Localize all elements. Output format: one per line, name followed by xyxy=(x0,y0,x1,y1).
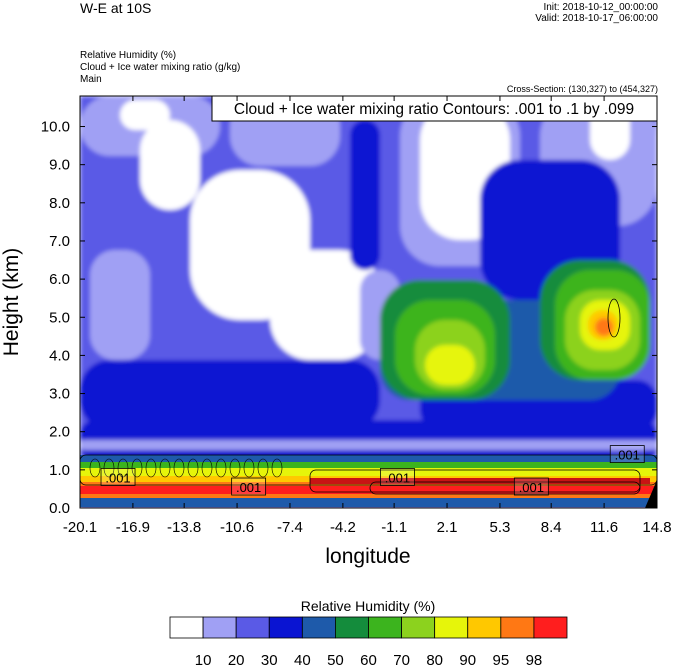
x-tick-label: -1.1 xyxy=(381,519,407,536)
colorbar-swatch xyxy=(368,616,402,639)
colorbar-level-label: 90 xyxy=(459,652,476,667)
colorbar-swatch xyxy=(533,616,568,639)
field-label-cloud-ice: Cloud + Ice water mixing ratio (g/kg) xyxy=(80,62,241,73)
colorbar-swatch xyxy=(268,616,303,639)
colorbar-swatch xyxy=(401,616,436,639)
y-tick-label: 0.0 xyxy=(49,500,70,517)
colorbar-swatch xyxy=(434,616,469,639)
contour-label-2: .001 xyxy=(380,468,415,486)
colorbar-swatch xyxy=(301,616,336,639)
x-tick-label: 2.1 xyxy=(437,519,458,536)
contour-label-text: .001 xyxy=(385,470,410,485)
contour-label-3: .001 xyxy=(513,477,549,496)
plot-title: W-E at 10S xyxy=(80,0,152,16)
colorbar-swatch xyxy=(335,616,369,639)
colorbar-swatch xyxy=(202,616,237,639)
colorbar-level-label: 20 xyxy=(228,652,245,667)
y-tick-label: 1.0 xyxy=(49,462,70,479)
colorbar-title: Relative Humidity (%) xyxy=(301,598,436,614)
x-tick-label: 8.4 xyxy=(541,519,562,536)
colorbar-level-label: 60 xyxy=(360,652,377,667)
x-tick-label: 14.8 xyxy=(642,519,671,536)
humidity-field xyxy=(80,96,657,508)
colorbar-level-label: 98 xyxy=(526,652,543,667)
contour-label-1: .001 xyxy=(231,477,267,496)
init-time: Init: 2018-10-12_00:00:00 xyxy=(543,2,658,13)
colorbar-level-label: 10 xyxy=(195,652,212,667)
cloud-contours: .001 .001 .001 .001 .001 xyxy=(80,298,657,496)
valid-time: Valid: 2018-10-17_06:00:00 xyxy=(535,13,658,24)
y-tick-label: 5.0 xyxy=(49,309,70,326)
contour-label-text: .001 xyxy=(236,480,261,495)
contour-title-box: Cloud + Ice water mixing ratio Contours:… xyxy=(211,95,658,122)
x-tick-label: 11.6 xyxy=(590,519,618,536)
y-tick-label: 3.0 xyxy=(49,386,70,403)
x-tick-label: -20.1 xyxy=(63,519,97,536)
x-tick-label: -10.6 xyxy=(220,519,254,536)
y-tick-label: 6.0 xyxy=(49,271,70,288)
y-tick-label: 9.0 xyxy=(49,157,70,174)
field-label-rh: Relative Humidity (%) xyxy=(80,50,177,61)
colorbar-swatch xyxy=(467,616,502,639)
y-tick-label: 4.0 xyxy=(49,347,70,364)
colorbar-swatch xyxy=(235,616,270,639)
contour-label-text: .001 xyxy=(105,470,130,485)
y-axis: 0.0 1.0 2.0 3.0 4.0 5.0 6.0 7.0 8.0 9.0 10.0 xyxy=(41,119,657,517)
colorbar-level-label: 80 xyxy=(426,652,443,667)
x-axis-label: longitude xyxy=(325,545,410,568)
cross-section-label: Cross-Section: (130,327) to (454,327) xyxy=(506,84,658,94)
contour-label-0: .001 xyxy=(100,468,136,486)
y-tick-label: 2.0 xyxy=(49,424,70,441)
colorbar: Relative Humidity (%) 10 20 30 40 50 60 70 80 90… xyxy=(169,598,568,667)
colorbar-level-label: 95 xyxy=(492,652,509,667)
colorbar-level-label: 70 xyxy=(393,652,410,667)
y-axis-label: Height (km) xyxy=(0,248,23,357)
field-label-main: Main xyxy=(80,74,102,85)
y-tick-label: 8.0 xyxy=(49,195,70,212)
contour-label-4: .001 xyxy=(609,445,645,463)
colorbar-level-label: 40 xyxy=(294,652,311,667)
y-tick-label: 10.0 xyxy=(41,119,70,136)
colorbar-swatch xyxy=(169,616,204,639)
contour-label-text: .001 xyxy=(615,448,640,463)
x-axis: -20.1 -16.9 -13.8 -10.6 -7.4 -4.2 -1.1 2.1 5.3 8.… xyxy=(63,96,672,536)
colorbar-level-label: 30 xyxy=(261,652,278,667)
y-tick-label: 7.0 xyxy=(49,233,70,250)
x-tick-label: -13.8 xyxy=(167,519,201,536)
colorbar-level-label: 50 xyxy=(327,652,344,667)
contour-title: Cloud + Ice water mixing ratio Contours:… xyxy=(234,101,634,118)
x-tick-label: -16.9 xyxy=(116,519,150,536)
colorbar-swatch xyxy=(500,616,535,639)
x-tick-label: -7.4 xyxy=(277,519,303,536)
x-tick-label: 5.3 xyxy=(490,519,511,536)
contour-label-text: .001 xyxy=(519,480,544,495)
x-tick-label: -4.2 xyxy=(330,519,356,536)
